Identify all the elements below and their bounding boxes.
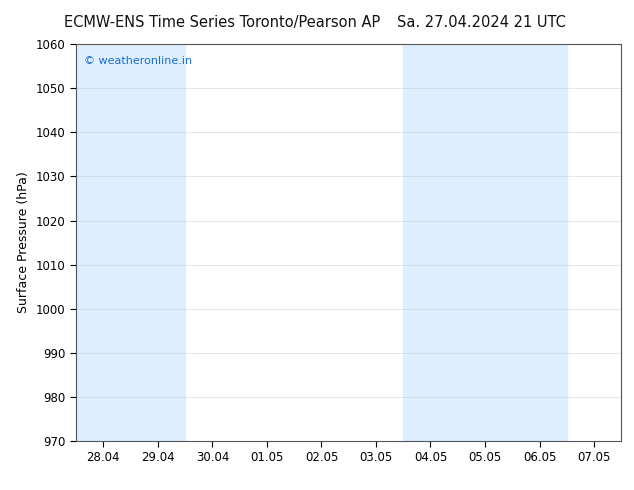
Text: Sa. 27.04.2024 21 UTC: Sa. 27.04.2024 21 UTC [398,15,566,30]
Y-axis label: Surface Pressure (hPa): Surface Pressure (hPa) [17,172,30,314]
Bar [403,44,567,441]
Text: ECMW-ENS Time Series Toronto/Pearson AP: ECMW-ENS Time Series Toronto/Pearson AP [64,15,380,30]
Bar [76,44,185,441]
Text: © weatheronline.in: © weatheronline.in [84,56,192,66]
